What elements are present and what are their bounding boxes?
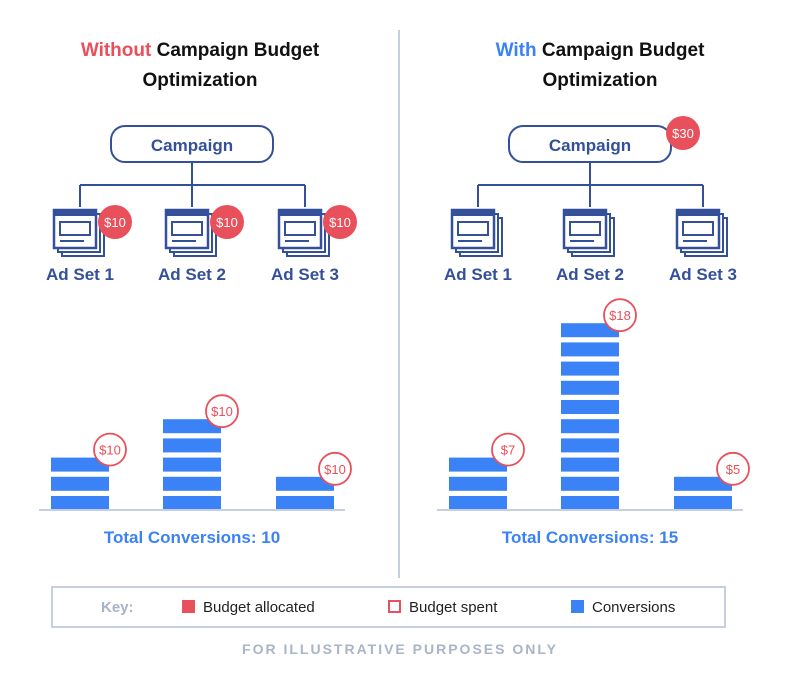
left-bar-2-conversion-4 <box>163 438 221 453</box>
budget-spent-swatch <box>388 600 401 613</box>
right-bar-2-conversion-4 <box>561 438 619 453</box>
left-bar-1-conversion-1 <box>51 496 109 510</box>
left-bar-1-conversion-3 <box>51 457 109 472</box>
disclaimer-footer: FOR ILLUSTRATIVE PURPOSES ONLY <box>242 641 558 657</box>
right-bar-1-spent-badge <box>491 432 525 467</box>
right-bar-2-conversion-5 <box>561 419 619 434</box>
left-bar-1-conversion-2 <box>51 476 109 491</box>
left-ad-set-2-icon <box>164 208 217 257</box>
left-ad-set-3-budget-label: $10 <box>329 215 351 230</box>
right-bar-2-conversion-9 <box>561 342 619 357</box>
right-bar-2-conversion-3 <box>561 457 619 472</box>
left-ad-set-3-budget-badge <box>323 205 357 239</box>
right-bar-2-conversion-8 <box>561 361 619 376</box>
right-total-conversions: Total Conversions: 15 <box>501 528 679 547</box>
left-title-line2: Optimization <box>142 70 258 91</box>
left-title-keyword: Without <box>80 40 152 61</box>
right-bar-3-conversion-2 <box>674 476 732 491</box>
right-title-keyword: With <box>495 40 537 61</box>
left-ad-set-3-label: Ad Set 3 <box>270 265 340 284</box>
left-ad-set-2-label: Ad Set 2 <box>157 265 227 284</box>
right-bar-2-conversion-1 <box>561 496 619 510</box>
right-bar-2-conversion-10 <box>561 323 619 338</box>
right-panel-graphics: Campaign $30 $7 $18 $5 <box>437 116 750 511</box>
right-ad-set-1-label: Ad Set 1 <box>443 265 513 284</box>
legend-budget-spent: Budget spent <box>409 599 498 616</box>
right-bar-1-conversion-3 <box>449 457 507 472</box>
left-ad-set-1-budget-badge <box>98 205 132 239</box>
left-ad-set-2-budget-label: $10 <box>216 215 238 230</box>
right-campaign-budget-badge <box>666 116 700 150</box>
left-title-rest: Campaign Budget <box>156 40 320 61</box>
legend-heading: Key: <box>101 599 134 616</box>
right-bar-2-spent-label: $18 <box>609 308 631 323</box>
left-bar-3-conversion-1 <box>276 496 334 510</box>
right-bar-1-conversion-2 <box>449 476 507 491</box>
left-bar-2-conversion-1 <box>163 496 221 510</box>
left-bar-3-conversion-2 <box>276 476 334 491</box>
left-bar-2-spent-badge <box>205 394 239 429</box>
left-bar-2-spent-label: $10 <box>211 404 233 419</box>
left-panel-graphics: Campaign $10 $10 $10 $10 $10 $10 <box>39 125 357 511</box>
right-ad-set-3-label: Ad Set 3 <box>668 265 738 284</box>
left-ad-set-1-budget-label: $10 <box>104 215 126 230</box>
left-bar-1-spent-badge <box>93 432 127 467</box>
right-bar-2-conversion-6 <box>561 400 619 414</box>
right-bar-3-conversion-1 <box>674 496 732 510</box>
panel-divider <box>398 30 400 578</box>
right-bar-2-conversion-7 <box>561 380 619 395</box>
right-bar-3-spent-badge <box>716 451 750 486</box>
legend-conversions: Conversions <box>592 599 676 616</box>
right-campaign-label: Campaign <box>549 136 631 155</box>
right-title: With Campaign Budget Optimization <box>400 36 800 96</box>
left-bar-2-conversion-2 <box>163 476 221 491</box>
left-ad-set-1-label: Ad Set 1 <box>45 265 115 284</box>
left-ad-set-2-budget-badge <box>210 205 244 239</box>
right-bar-1-conversion-1 <box>449 496 507 510</box>
left-bar-3-spent-label: $10 <box>324 462 346 477</box>
left-ad-set-3-icon <box>277 208 330 257</box>
right-ad-set-3-icon <box>675 208 728 257</box>
left-title: Without Campaign Budget Optimization <box>0 36 400 96</box>
right-title-rest: Campaign Budget <box>541 40 705 61</box>
left-total-conversions: Total Conversions: 10 <box>103 528 281 547</box>
right-bar-1-spent-label: $7 <box>501 443 515 458</box>
left-bar-3-spent-badge <box>318 451 352 486</box>
right-ad-set-2-label: Ad Set 2 <box>555 265 625 284</box>
legend: Key: Budget allocated Budget spent Conve… <box>51 586 726 628</box>
conversions-swatch <box>571 600 584 613</box>
left-campaign-label: Campaign <box>151 136 233 155</box>
right-title-line2: Optimization <box>542 70 658 91</box>
right-bar-3-spent-label: $5 <box>726 462 740 477</box>
right-bar-2-conversion-2 <box>561 476 619 491</box>
right-ad-set-2-icon <box>562 208 615 257</box>
left-bar-2-conversion-3 <box>163 457 221 472</box>
left-bar-2-conversion-5 <box>163 419 221 434</box>
legend-budget-allocated: Budget allocated <box>203 599 315 616</box>
left-bar-1-spent-label: $10 <box>99 443 121 458</box>
right-bar-2-spent-badge <box>603 298 637 333</box>
budget-allocated-swatch <box>182 600 195 613</box>
right-campaign-budget-label: $30 <box>672 126 694 141</box>
right-ad-set-1-icon <box>450 208 503 257</box>
left-ad-set-1-icon <box>52 208 105 257</box>
